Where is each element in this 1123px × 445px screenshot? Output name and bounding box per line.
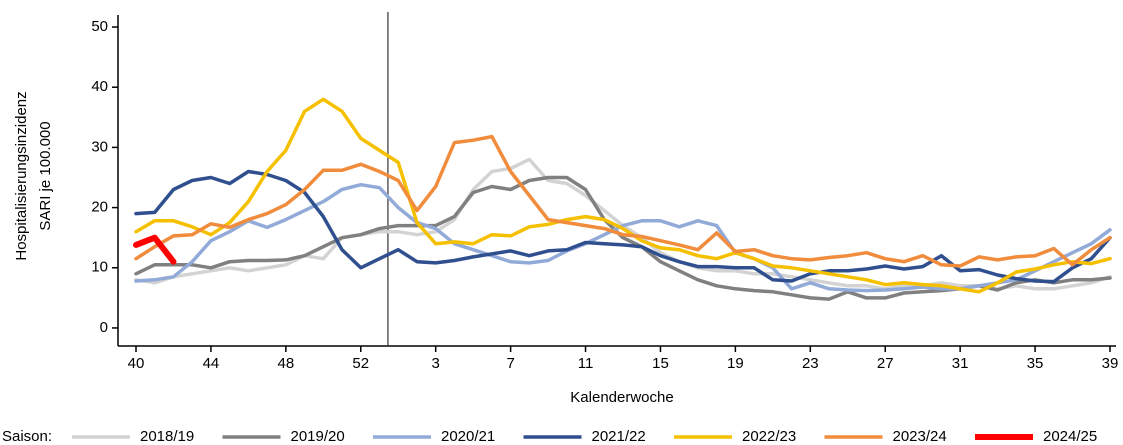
series-line (134, 175, 1112, 301)
y-tick-label: 0 (100, 319, 108, 336)
y-tick-label: 10 (91, 259, 108, 276)
x-tick-label: 11 (578, 355, 594, 372)
y-tick-label: 50 (91, 18, 108, 35)
series-line (134, 97, 1112, 294)
y-axis-label: SARI je 100.000 (37, 121, 54, 230)
legend-label: 2023/24 (893, 428, 947, 445)
x-tick-label: 23 (802, 355, 819, 372)
series-line (134, 182, 1112, 293)
x-tick-label: 44 (203, 355, 220, 372)
legend-label: 2020/21 (441, 428, 495, 445)
y-tick-label: 30 (91, 138, 108, 155)
y-tick-label: 40 (91, 78, 108, 95)
legend-label: 2018/19 (140, 428, 194, 445)
series-line (134, 169, 1112, 284)
x-tick-label: 27 (877, 355, 894, 372)
legend-label: 2022/23 (742, 428, 796, 445)
x-axis-label: Kalenderwoche (570, 389, 673, 406)
legend-title: Saison: (2, 428, 52, 445)
x-tick-label: 15 (652, 355, 669, 372)
legend-label: 2024/25 (1043, 428, 1097, 445)
legend-label: 2021/22 (592, 428, 646, 445)
y-axis-label: Hospitalisierungsinzidenz (13, 91, 30, 260)
legend-label: 2019/20 (291, 428, 345, 445)
y-tick-label: 20 (91, 199, 108, 216)
x-tick-label: 52 (352, 355, 369, 372)
x-tick-label: 7 (506, 355, 514, 372)
x-tick-label: 48 (278, 355, 295, 372)
x-tick-label: 31 (952, 355, 969, 372)
series-line (134, 134, 1112, 268)
x-tick-label: 35 (1027, 355, 1044, 372)
x-tick-label: 3 (432, 355, 440, 372)
x-tick-label: 40 (128, 355, 145, 372)
x-tick-label: 19 (727, 355, 744, 372)
series-line (133, 234, 177, 265)
x-tick-label: 39 (1102, 355, 1119, 372)
